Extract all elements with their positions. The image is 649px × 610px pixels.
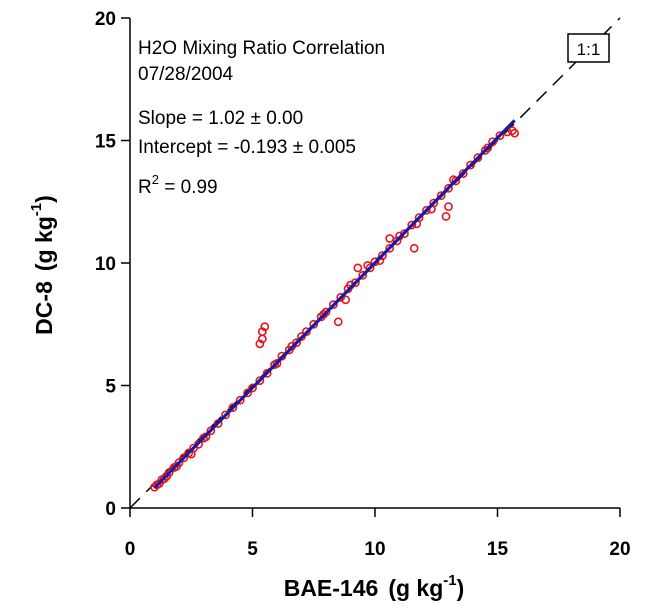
y-axis-unit-close: ) xyxy=(31,195,57,203)
chart-title: H2O Mixing Ratio Correlation xyxy=(138,38,385,59)
data-point xyxy=(297,332,306,341)
axes: 0 5 10 15 20 0 5 10 15 20 xyxy=(95,9,631,560)
data-point xyxy=(255,339,265,349)
data-point xyxy=(333,317,343,327)
data-point xyxy=(255,376,265,385)
data-point xyxy=(179,453,189,463)
data-point xyxy=(458,169,468,178)
data-point xyxy=(262,368,272,378)
data-point xyxy=(260,322,270,332)
data-point xyxy=(248,383,257,393)
data-point xyxy=(444,183,453,193)
data-point xyxy=(385,234,395,243)
fit-line xyxy=(153,119,516,489)
x-axis-title: BAE-146 (g kg-1) xyxy=(284,572,465,601)
data-point xyxy=(319,310,328,319)
data-point xyxy=(365,263,375,273)
y-tick-label: 20 xyxy=(95,9,116,30)
data-point xyxy=(392,236,402,246)
x-tick-label: 20 xyxy=(609,539,630,560)
data-point xyxy=(507,126,517,136)
y-tick-label: 5 xyxy=(105,377,116,398)
data-point xyxy=(377,251,387,261)
data-point xyxy=(316,312,326,322)
data-point xyxy=(436,191,446,201)
data-point xyxy=(301,327,311,336)
chart-date: 07/28/2004 xyxy=(138,64,234,85)
y-axis-title: DC-8 (g kg-1) xyxy=(28,195,57,335)
data-point xyxy=(422,205,431,215)
r-squared-prefix: R xyxy=(138,177,152,198)
data-point xyxy=(341,295,350,305)
data-point xyxy=(309,319,319,329)
data-point xyxy=(370,257,380,267)
data-point xyxy=(510,128,520,138)
y-axis-unit-exp: -1 xyxy=(28,203,45,216)
annotation-block: H2O Mixing Ratio Correlation 07/28/2004 … xyxy=(138,38,385,198)
data-point xyxy=(358,270,368,280)
data-point xyxy=(213,419,223,428)
data-point xyxy=(483,143,493,153)
data-point xyxy=(336,292,346,302)
x-axis-unit: (g kg xyxy=(388,575,443,601)
one-to-one-box xyxy=(567,33,610,63)
x-axis-unit-exp: -1 xyxy=(443,572,456,589)
data-point xyxy=(228,403,238,412)
data-point xyxy=(221,410,230,420)
one-to-one-label: 1:1 xyxy=(577,40,601,59)
data-point xyxy=(444,202,453,212)
intercept-annotation: Intercept = -0.193 ± 0.005 xyxy=(138,137,356,158)
data-point xyxy=(441,212,451,221)
y-tick-label: 0 xyxy=(105,499,116,520)
data-point xyxy=(350,278,360,287)
x-tick-label: 5 xyxy=(247,539,258,560)
x-tick-label: 0 xyxy=(125,539,136,560)
data-point xyxy=(235,395,245,405)
x-tick-label: 10 xyxy=(364,539,385,560)
data-point xyxy=(409,243,419,253)
x-axis-unit-close: ) xyxy=(457,575,465,601)
data-point xyxy=(466,160,475,170)
r-squared-annotation: R2 = 0.99 xyxy=(138,172,218,198)
y-axis-unit: (g kg xyxy=(31,216,57,271)
r-squared-exponent: 2 xyxy=(152,172,159,187)
data-point xyxy=(488,137,497,147)
data-point xyxy=(353,263,363,273)
data-point xyxy=(321,307,331,317)
x-axis-name: BAE-146 xyxy=(284,575,379,601)
plot-area xyxy=(129,17,621,509)
data-point xyxy=(257,327,267,336)
x-tick-label: 15 xyxy=(487,539,509,560)
y-tick-label: 15 xyxy=(95,132,117,153)
data-point xyxy=(495,131,505,140)
slope-annotation: Slope = 1.02 ± 0.00 xyxy=(138,108,303,129)
data-point xyxy=(272,359,282,368)
r-squared-value: = 0.99 xyxy=(159,177,218,198)
data-point xyxy=(328,300,338,310)
data-point xyxy=(206,426,216,436)
data-point xyxy=(399,229,409,238)
data-point xyxy=(159,474,169,483)
data-point xyxy=(480,145,490,155)
data-point xyxy=(243,388,252,398)
data-point xyxy=(407,220,417,230)
data-point xyxy=(164,468,174,477)
y-tick-label: 10 xyxy=(95,254,116,275)
data-point xyxy=(172,461,181,471)
y-axis-name: DC-8 xyxy=(31,281,57,335)
data-point xyxy=(385,243,395,253)
one-to-one-label-box: 1:1 xyxy=(567,33,610,63)
data-point xyxy=(473,153,483,163)
